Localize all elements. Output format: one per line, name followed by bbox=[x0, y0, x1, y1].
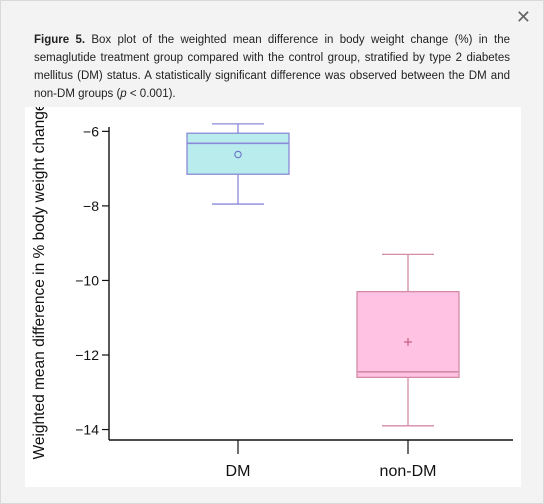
y-tick-label: −10 bbox=[75, 272, 99, 288]
x-tick-label: non-DM bbox=[380, 463, 437, 480]
y-axis-label: Weighted mean difference in % body weigh… bbox=[31, 107, 48, 460]
caption-text: Box plot of the weighted mean difference… bbox=[34, 34, 510, 100]
chart-area: Weighted mean difference in % body weigh… bbox=[25, 107, 521, 487]
y-tick-label: −8 bbox=[83, 198, 99, 214]
box-iqr bbox=[186, 132, 290, 175]
close-icon[interactable]: ✕ bbox=[515, 7, 531, 28]
x-tick-label: DM bbox=[226, 463, 251, 480]
box-iqr bbox=[356, 290, 460, 379]
caption-text-end: < 0.001). bbox=[126, 88, 176, 100]
box-plot: Weighted mean difference in % body weigh… bbox=[31, 107, 513, 480]
figure-caption: Figure 5. Box plot of the weighted mean … bbox=[34, 31, 510, 103]
y-tick-label: −14 bbox=[75, 422, 99, 438]
caption-p-symbol: p bbox=[120, 88, 127, 100]
mean-marker bbox=[234, 150, 242, 159]
y-tick-label: −6 bbox=[83, 123, 99, 139]
y-tick-label: −12 bbox=[75, 347, 99, 363]
figure-label: Figure 5. bbox=[34, 34, 86, 46]
